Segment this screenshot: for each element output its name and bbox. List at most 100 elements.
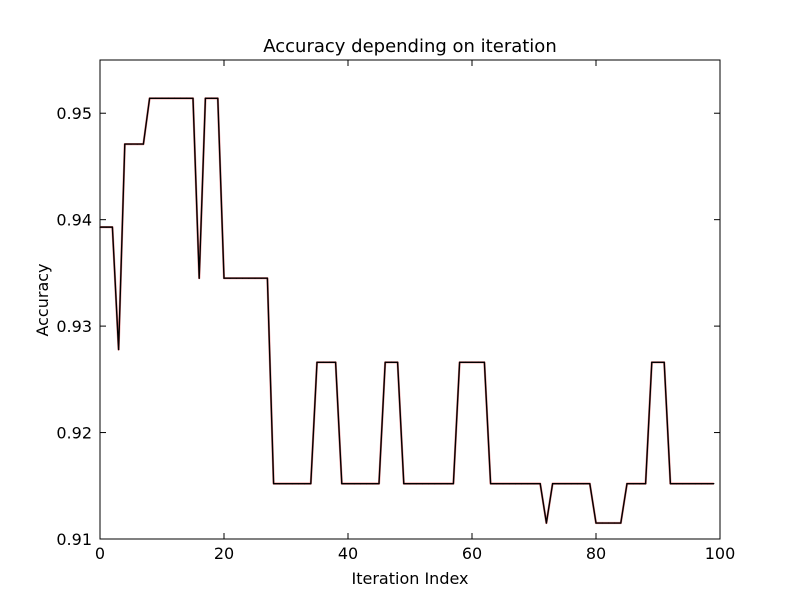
data-point — [620, 522, 622, 524]
data-point — [496, 483, 498, 485]
data-point — [198, 277, 200, 279]
data-point — [155, 97, 157, 99]
data-point — [508, 483, 510, 485]
data-point — [149, 97, 151, 99]
data-point — [490, 483, 492, 485]
data-point — [428, 483, 430, 485]
data-point — [384, 361, 386, 363]
data-point — [211, 97, 213, 99]
data-point — [204, 97, 206, 99]
data-point — [359, 483, 361, 485]
data-point — [136, 143, 138, 145]
data-point — [459, 361, 461, 363]
data-point — [248, 277, 250, 279]
y-axis-ticks: 0.91 0.92 0.93 0.94 0.95 — [56, 104, 720, 549]
data-point — [161, 97, 163, 99]
y-tick-label: 0.94 — [56, 211, 92, 230]
data-point — [291, 483, 293, 485]
data-point — [328, 361, 330, 363]
data-point — [124, 143, 126, 145]
x-tick-label: 20 — [214, 544, 234, 563]
data-point — [130, 143, 132, 145]
data-point — [235, 277, 237, 279]
data-point — [669, 483, 672, 485]
data-point — [285, 483, 287, 485]
data-point — [167, 97, 169, 99]
y-tick-label: 0.92 — [56, 424, 92, 443]
data-point — [180, 97, 182, 99]
data-point — [465, 361, 467, 363]
data-point — [700, 483, 703, 485]
data-point — [366, 483, 368, 485]
data-point — [539, 483, 541, 485]
data-point — [335, 361, 337, 363]
x-tick-label: 0 — [95, 544, 105, 563]
data-point — [688, 483, 690, 485]
data-point — [483, 361, 485, 363]
data-point — [378, 483, 380, 485]
data-point — [694, 483, 696, 485]
x-tick-label: 40 — [338, 544, 358, 563]
y-tick-label: 0.91 — [56, 530, 92, 549]
data-point — [676, 483, 678, 485]
data-point — [663, 361, 665, 363]
data-point — [713, 483, 715, 485]
data-point — [390, 361, 392, 363]
data-point — [242, 277, 244, 279]
data-point — [353, 483, 355, 485]
data-point — [316, 361, 318, 363]
data-point — [576, 483, 579, 485]
data-point — [341, 483, 343, 485]
data-point — [279, 483, 281, 485]
data-point — [626, 483, 628, 485]
data-point — [651, 361, 653, 363]
data-point — [601, 522, 603, 524]
y-tick-label: 0.93 — [56, 317, 92, 336]
x-tick-label: 80 — [586, 544, 606, 563]
data-point — [452, 483, 454, 485]
data-point — [614, 522, 616, 524]
y-axis-label: Accuracy — [33, 263, 52, 336]
data-point — [638, 483, 641, 485]
data-point — [310, 483, 312, 485]
data-point — [223, 277, 225, 279]
data-point — [409, 483, 411, 485]
data-point — [229, 277, 231, 279]
data-point — [186, 97, 188, 99]
data-point — [99, 226, 101, 228]
data-point — [607, 522, 610, 524]
x-tick-label: 60 — [462, 544, 482, 563]
series-group — [99, 97, 715, 525]
x-axis-label: Iteration Index — [352, 569, 469, 588]
data-point — [533, 483, 535, 485]
data-point — [254, 277, 256, 279]
data-point — [266, 277, 268, 279]
data-point — [322, 361, 324, 363]
data-point — [434, 483, 436, 485]
data-point — [173, 97, 175, 99]
data-point — [446, 483, 448, 485]
data-point — [118, 348, 120, 351]
data-point — [552, 483, 554, 485]
data-point — [558, 483, 560, 485]
plot-area-frame — [99, 59, 721, 540]
data-point — [260, 277, 262, 279]
data-point — [583, 483, 585, 485]
data-point — [527, 483, 529, 485]
data-point — [403, 483, 405, 485]
x-axis-ticks: 0 20 40 60 80 100 — [95, 60, 735, 563]
data-point — [502, 483, 504, 485]
data-point — [632, 483, 634, 485]
data-point — [397, 361, 399, 363]
data-point — [142, 143, 144, 145]
data-point — [595, 522, 597, 524]
data-point — [304, 483, 306, 485]
data-point — [477, 361, 479, 363]
data-point — [521, 483, 523, 485]
data-point — [415, 483, 417, 485]
data-point — [514, 483, 517, 485]
y-tick-label: 0.95 — [56, 104, 92, 123]
data-point — [421, 483, 423, 485]
data-point — [564, 483, 566, 485]
